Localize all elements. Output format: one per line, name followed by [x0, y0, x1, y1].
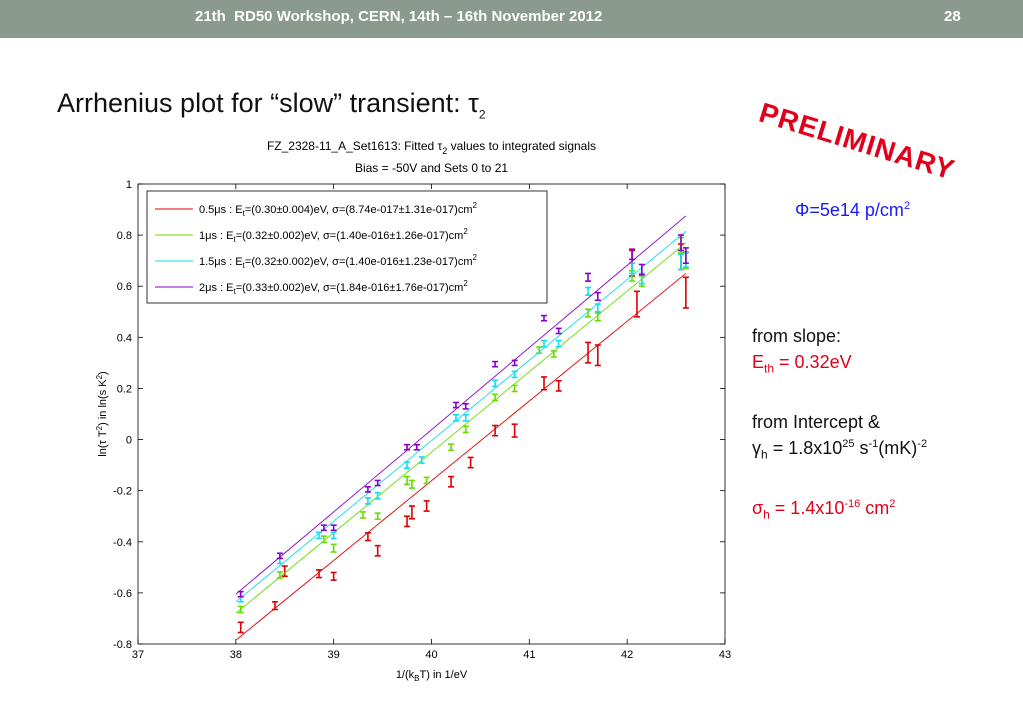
legend-entry-0: 0.5μs : Et=(0.30±0.004)eV, σ=(8.74e-017±…: [199, 201, 477, 218]
x-tick-label: 37: [132, 649, 144, 661]
legend-entry-3: 2μs : Et=(0.33±0.002)eV, σ=(1.84e-016±1.…: [199, 279, 468, 296]
slide-header: 21th RD50 Workshop, CERN, 14th – 16th No…: [0, 0, 1023, 38]
fit-line-3: [235, 215, 687, 595]
gamma-value: γh = 1.8x1025 s-1(mK)-2: [752, 438, 928, 462]
y-tick-label: 0.2: [117, 383, 132, 395]
arrhenius-chart: FZ_2328-11_A_Set1613: Fitted τ2 values t…: [95, 139, 731, 683]
y-tick-label: 0.6: [117, 281, 132, 293]
intercept-label: from Intercept &: [752, 412, 881, 432]
x-tick-label: 43: [719, 649, 731, 661]
y-tick-label: -0.8: [113, 639, 132, 651]
y-tick-label: -0.2: [113, 486, 132, 498]
x-tick-label: 40: [425, 649, 437, 661]
chart-title: FZ_2328-11_A_Set1613: Fitted τ2 values t…: [267, 139, 596, 156]
fit-line-2: [235, 230, 687, 603]
fit-line-0: [235, 273, 687, 641]
preliminary-stamp: PRELIMINARY: [755, 96, 959, 186]
slide-title: Arrhenius plot for “slow” transient: τ2: [57, 88, 486, 121]
x-tick-label: 39: [328, 649, 340, 661]
x-tick-label: 42: [621, 649, 633, 661]
y-tick-label: 1: [126, 179, 132, 191]
slide-number: 28: [944, 8, 961, 25]
fluence-label: Φ=5e14 p/cm2: [795, 200, 911, 220]
y-axis-label: ln(τ T2) in ln(s K2): [95, 371, 109, 456]
y-tick-label: 0: [126, 435, 132, 447]
y-tick-label: -0.4: [113, 537, 132, 549]
x-axis-label: 1/(kBT) in 1/eV: [396, 669, 468, 683]
slide-title-text: Arrhenius plot for “slow” transient: τ2: [57, 88, 486, 122]
slope-label: from slope:: [752, 326, 842, 346]
y-tick-label: 0.8: [117, 230, 132, 242]
chart-subtitle: Bias = -50V and Sets 0 to 21: [355, 161, 508, 175]
y-tick-label: -0.6: [113, 588, 132, 600]
eth-value: Eth = 0.32eV: [752, 352, 852, 376]
fit-line-1: [235, 242, 687, 614]
x-tick-label: 41: [523, 649, 535, 661]
x-tick-label: 38: [230, 649, 242, 661]
y-tick-label: 0.4: [117, 332, 132, 344]
legend-entry-2: 1.5μs : Et=(0.32±0.002)eV, σ=(1.40e-016±…: [199, 253, 477, 270]
legend-entry-1: 1μs : Et=(0.32±0.002)eV, σ=(1.40e-016±1.…: [199, 227, 468, 244]
legend-box: [146, 190, 548, 304]
sigma-value: σh = 1.4x10-16 cm2: [752, 498, 896, 522]
workshop-title: 21th RD50 Workshop, CERN, 14th – 16th No…: [195, 8, 603, 25]
